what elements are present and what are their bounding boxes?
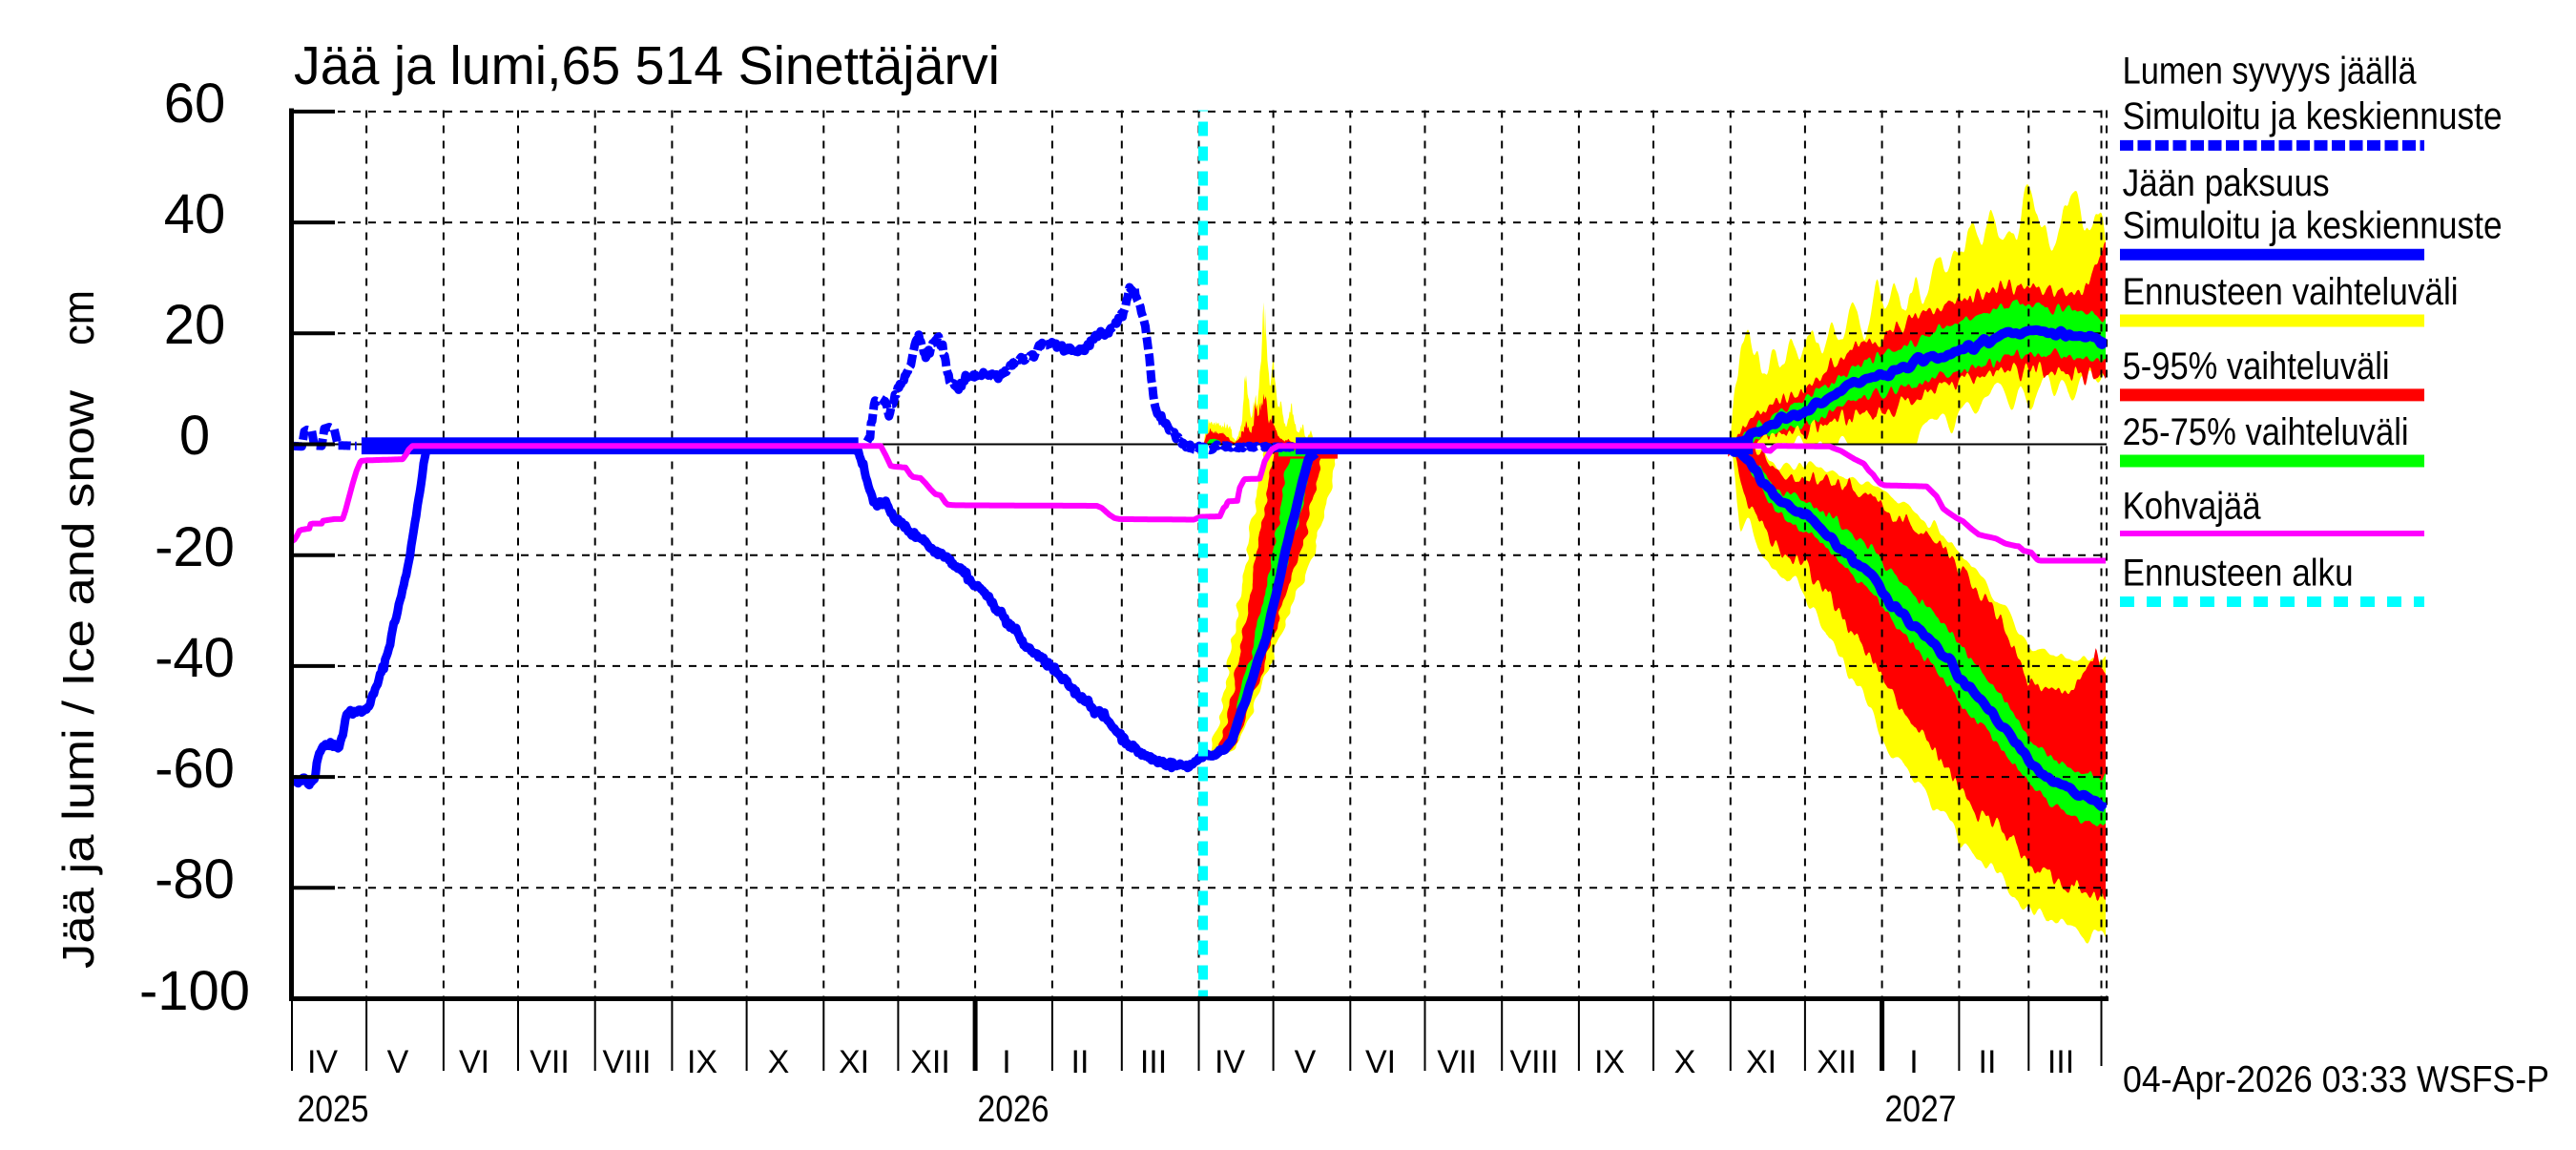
svg-text:Jään paksuus: Jään paksuus [2123,162,2330,204]
svg-text:60: 60 [164,73,226,135]
svg-text:Jää ja lumi,65 514 Sinettäjärv: Jää ja lumi,65 514 Sinettäjärvi [294,35,1000,96]
svg-text:25-75% vaihteluväli: 25-75% vaihteluväli [2123,411,2409,453]
svg-text:cm: cm [53,290,103,345]
svg-text:20: 20 [164,294,226,356]
svg-text:XI: XI [839,1044,869,1080]
svg-text:Lumen syvyys jäällä: Lumen syvyys jäällä [2123,50,2418,92]
svg-text:VII: VII [1437,1044,1477,1080]
svg-text:Kohvajää: Kohvajää [2123,486,2262,528]
svg-text:-100: -100 [139,960,250,1022]
svg-text:Ennusteen alku: Ennusteen alku [2123,553,2354,595]
svg-text:IX: IX [1594,1044,1625,1080]
svg-text:III: III [2047,1044,2074,1080]
svg-text:VI: VI [1365,1044,1396,1080]
svg-text:XI: XI [1746,1044,1776,1080]
svg-text:I: I [1909,1044,1918,1080]
svg-text:III: III [1140,1044,1167,1080]
svg-text:-60: -60 [155,738,235,800]
svg-text:X: X [1674,1044,1696,1080]
svg-text:Ennusteen vaihteluväli: Ennusteen vaihteluväli [2123,271,2459,313]
svg-text:VII: VII [530,1044,570,1080]
svg-text:Jää ja lumi / Ice and snow: Jää ja lumi / Ice and snow [53,389,103,969]
svg-text:0: 0 [179,405,210,467]
svg-text:-40: -40 [155,627,235,689]
svg-text:VI: VI [459,1044,489,1080]
svg-text:IX: IX [687,1044,717,1080]
svg-text:V: V [1295,1044,1317,1080]
svg-text:5-95% vaihteluväli: 5-95% vaihteluväli [2123,345,2390,387]
svg-text:-80: -80 [155,848,235,910]
svg-text:V: V [387,1044,409,1080]
svg-text:2027: 2027 [1885,1089,1957,1130]
svg-text:2026: 2026 [978,1089,1049,1130]
svg-text:40: 40 [164,183,226,245]
svg-text:VIII: VIII [602,1044,651,1080]
svg-text:XII: XII [1817,1044,1857,1080]
svg-text:II: II [1979,1044,1997,1080]
svg-text:IV: IV [307,1044,338,1080]
svg-text:04-Apr-2026 03:33 WSFS-P: 04-Apr-2026 03:33 WSFS-P [2123,1059,2549,1100]
svg-text:X: X [768,1044,790,1080]
svg-text:VIII: VIII [1509,1044,1558,1080]
svg-text:2025: 2025 [298,1089,369,1130]
svg-text:II: II [1071,1044,1090,1080]
svg-text:-20: -20 [155,516,235,578]
svg-text:XII: XII [910,1044,950,1080]
svg-text:Simuloitu ja keskiennuste: Simuloitu ja keskiennuste [2123,205,2503,247]
svg-text:Simuloitu ja keskiennuste: Simuloitu ja keskiennuste [2123,95,2503,137]
svg-text:I: I [1002,1044,1010,1080]
svg-text:IV: IV [1215,1044,1245,1080]
